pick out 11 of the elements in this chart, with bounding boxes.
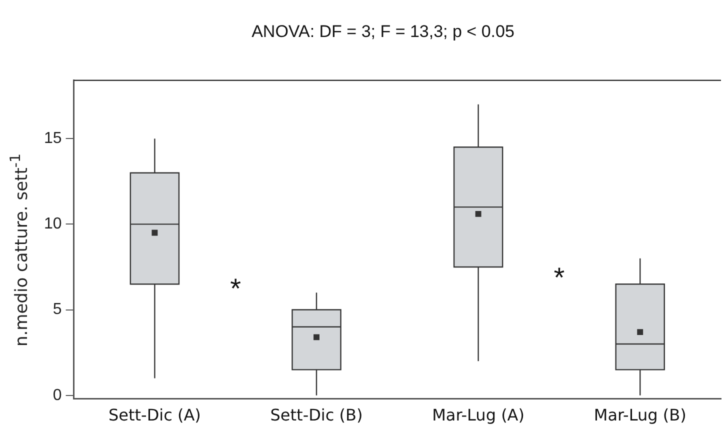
annotation: * <box>554 262 565 293</box>
x-tick-label: Mar-Lug (A) <box>432 406 524 425</box>
annotation: * <box>230 272 242 304</box>
y-tick-label: 10 <box>44 216 62 233</box>
x-tick-label: Sett-Dic (A) <box>108 406 201 425</box>
x-tick-label: Mar-Lug (B) <box>594 406 686 425</box>
chart-title: ANOVA: DF = 3; F = 13,3; p < 0.05 <box>252 22 514 41</box>
y-tick-label: 5 <box>52 301 62 318</box>
y-tick-label: 15 <box>44 130 62 148</box>
y-tick-label: 0 <box>52 386 62 404</box>
x-tick-label: Sett-Dic (B) <box>270 406 363 425</box>
